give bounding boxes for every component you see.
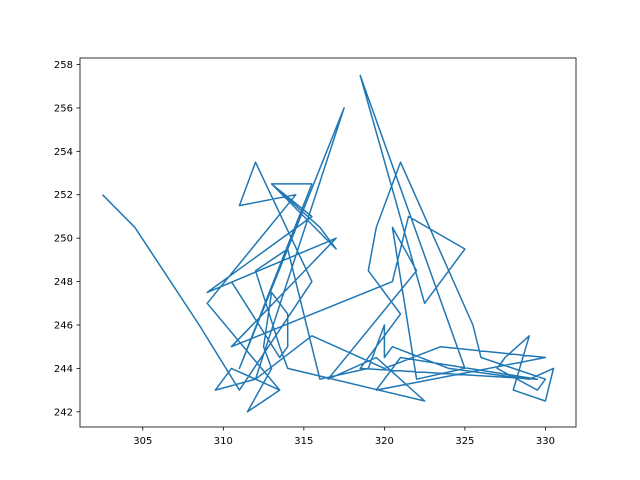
x-tick-label: 330 [536, 436, 555, 447]
y-axis-ticks: 242 244 246 248 250 252 254 256 258 [54, 60, 80, 418]
x-tick-label: 320 [375, 436, 394, 447]
x-tick-label: 315 [294, 436, 313, 447]
x-tick-label: 325 [455, 436, 474, 447]
y-tick-label: 248 [54, 277, 73, 288]
y-tick-label: 254 [54, 147, 73, 158]
axes-frame [79, 57, 577, 428]
y-tick-label: 246 [54, 320, 73, 331]
y-tick-label: 250 [54, 234, 73, 245]
y-tick-label: 244 [54, 364, 73, 375]
y-tick-label: 252 [54, 190, 73, 201]
y-tick-label: 242 [54, 407, 73, 418]
y-tick-label: 258 [54, 60, 73, 71]
x-tick-label: 310 [214, 436, 233, 447]
y-tick-label: 256 [54, 103, 73, 114]
x-axis-ticks: 305 310 315 320 325 330 [133, 427, 555, 447]
series-line [101, 74, 555, 413]
plot-area [80, 58, 576, 427]
x-tick-label: 305 [133, 436, 152, 447]
